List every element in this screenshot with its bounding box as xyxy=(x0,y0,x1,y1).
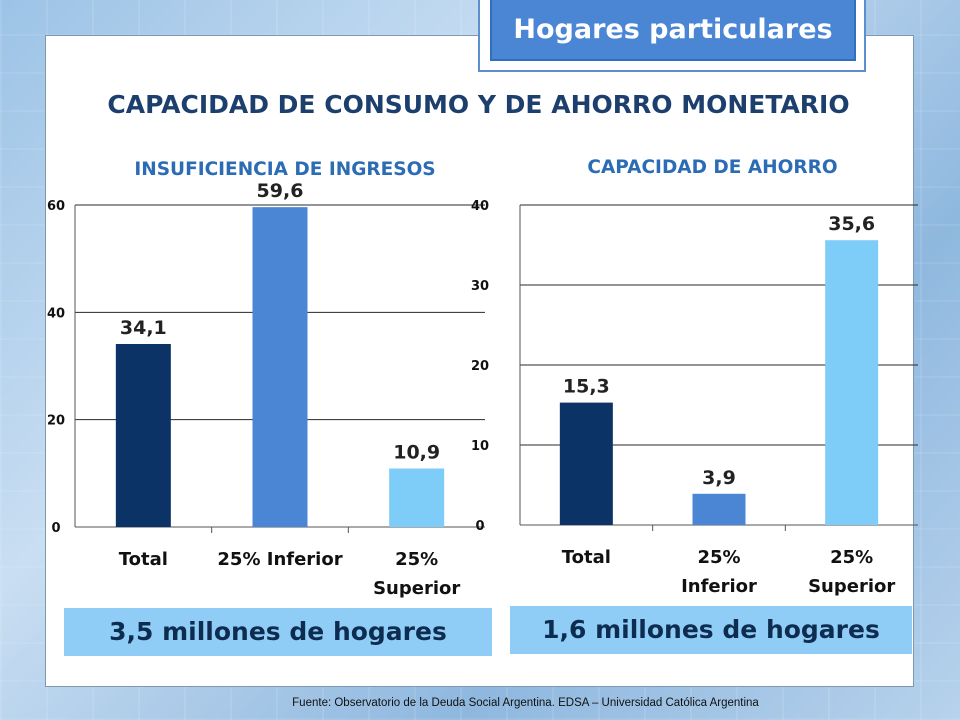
y-tick-label: 0 xyxy=(475,519,484,534)
bar xyxy=(825,240,879,525)
bar xyxy=(559,402,613,525)
x-category-label: 25% xyxy=(697,547,740,568)
y-tick-label: 40 xyxy=(471,199,489,214)
x-category-label: Total xyxy=(562,547,611,568)
x-category-label: Superior xyxy=(373,578,460,599)
bar-value-label: 35,6 xyxy=(828,213,875,235)
bar-value-label: 3,9 xyxy=(702,467,736,489)
x-category-label: Total xyxy=(119,549,168,570)
y-tick-label: 0 xyxy=(51,521,60,536)
x-category-label: 25% Inferior xyxy=(217,549,342,570)
bar xyxy=(692,493,746,525)
chart-ahorro: 0 10 20 30 40 15,3 Total 3,9 25% Inferior 35,6 25% S… xyxy=(471,199,918,597)
chart-insuficiencia: 0 20 40 60 34,1 Total 59,6 25% Inferior 10,9 25% S… xyxy=(47,180,485,599)
bar xyxy=(115,343,171,527)
y-tick-label: 30 xyxy=(471,279,489,294)
x-category-label: Superior xyxy=(808,576,895,597)
y-tick-label: 40 xyxy=(47,306,65,321)
y-tick-label: 60 xyxy=(47,199,65,214)
footer-box-left: 3,5 millones de hogares xyxy=(64,608,492,656)
y-tick-label: 20 xyxy=(47,414,65,429)
chart-left-title: INSUFICIENCIA DE INGRESOS xyxy=(134,159,436,180)
bar-value-label: 59,6 xyxy=(257,180,304,202)
badge: Hogares particulares xyxy=(490,0,856,61)
y-tick-label: 20 xyxy=(471,359,489,374)
chart-right-title: CAPACIDAD DE AHORRO xyxy=(587,157,838,178)
content-panel xyxy=(45,35,914,687)
source-note: Fuente: Observatorio de la Deuda Social … xyxy=(292,697,759,709)
bar-value-label: 10,9 xyxy=(393,442,440,464)
x-category-label: 25% xyxy=(830,547,873,568)
x-category-label: Inferior xyxy=(681,576,757,597)
x-category-label: 25% xyxy=(395,549,438,570)
bar xyxy=(252,207,308,527)
y-tick-label: 10 xyxy=(471,439,489,454)
footer-box-right: 1,6 millones de hogares xyxy=(510,606,912,654)
bar xyxy=(389,468,445,527)
bar-value-label: 34,1 xyxy=(120,317,167,339)
bar-value-label: 15,3 xyxy=(563,376,610,398)
page-title: CAPACIDAD DE CONSUMO Y DE AHORRO MONETAR… xyxy=(107,90,850,119)
